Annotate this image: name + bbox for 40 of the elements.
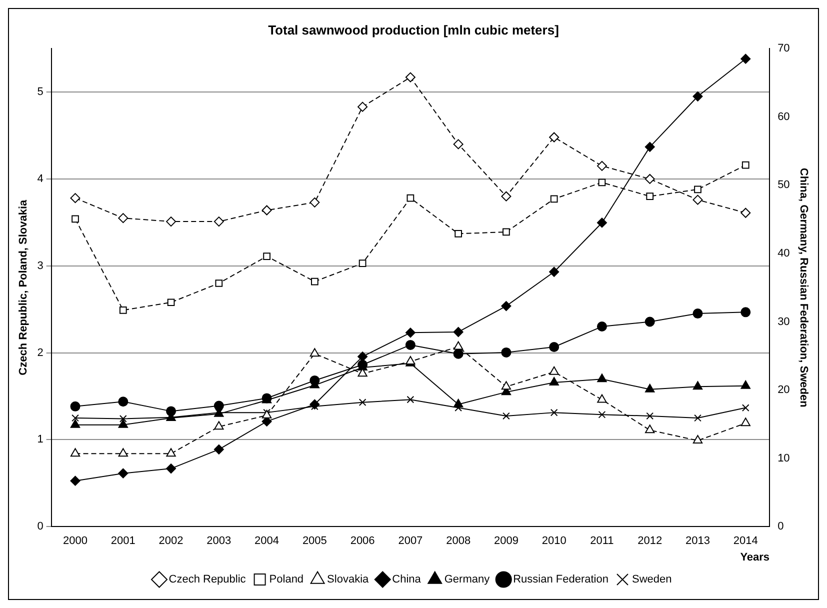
x-tick-label: 2013: [686, 535, 710, 548]
x-tick-label: 2003: [206, 535, 232, 548]
legend-label: Slovakia: [327, 574, 370, 586]
y-tick-label: 1: [37, 434, 44, 446]
y2-tick-label: 60: [778, 110, 790, 123]
x-axis-title: Years: [740, 551, 770, 564]
y-tick-label: 5: [37, 86, 44, 98]
y2-tick-label: 30: [778, 316, 790, 328]
y-axis-title: Czech Republic, Poland, Slovakia: [18, 199, 30, 376]
legend-label: Sweden: [632, 574, 672, 586]
y-tick-label: 3: [37, 260, 44, 272]
x-tick-label: 2006: [350, 535, 375, 548]
legend-label: China: [392, 574, 422, 586]
x-tick-label: 2012: [638, 535, 662, 548]
x-tick-label: 2005: [302, 535, 327, 548]
y2-tick-label: 0: [778, 520, 784, 533]
x-tick-label: 2002: [158, 535, 184, 548]
legend-label: Russian Federation: [513, 574, 608, 586]
legend-label: Czech Republic: [168, 574, 246, 586]
legend-label: Poland: [269, 574, 304, 586]
y2-tick-label: 40: [778, 247, 790, 260]
x-tick-label: 2007: [398, 535, 423, 548]
x-tick-label: 2009: [494, 535, 518, 548]
legend-label: Germany: [444, 574, 490, 586]
y2-tick-label: 70: [778, 42, 790, 55]
x-tick-label: 2011: [590, 535, 614, 548]
x-tick-label: 2014: [733, 535, 758, 548]
y2-tick-label: 20: [778, 384, 790, 396]
y-tick-label: 2: [37, 346, 44, 359]
chart-title: Total sawnwood production [mln cubic meters]: [268, 22, 559, 38]
x-tick-label: 2000: [63, 535, 88, 548]
y2-axis-title: China, Germany, Russian Federation, Sweden: [797, 168, 810, 408]
x-tick-label: 2010: [542, 535, 566, 548]
x-tick-label: 2004: [254, 535, 280, 548]
x-tick-label: 2008: [446, 535, 471, 548]
x-tick-label: 2001: [110, 535, 136, 548]
y-tick-label: 4: [37, 172, 44, 185]
y-tick-label: 0: [37, 520, 44, 533]
y2-tick-label: 10: [778, 452, 790, 464]
y2-tick-label: 50: [778, 179, 790, 192]
